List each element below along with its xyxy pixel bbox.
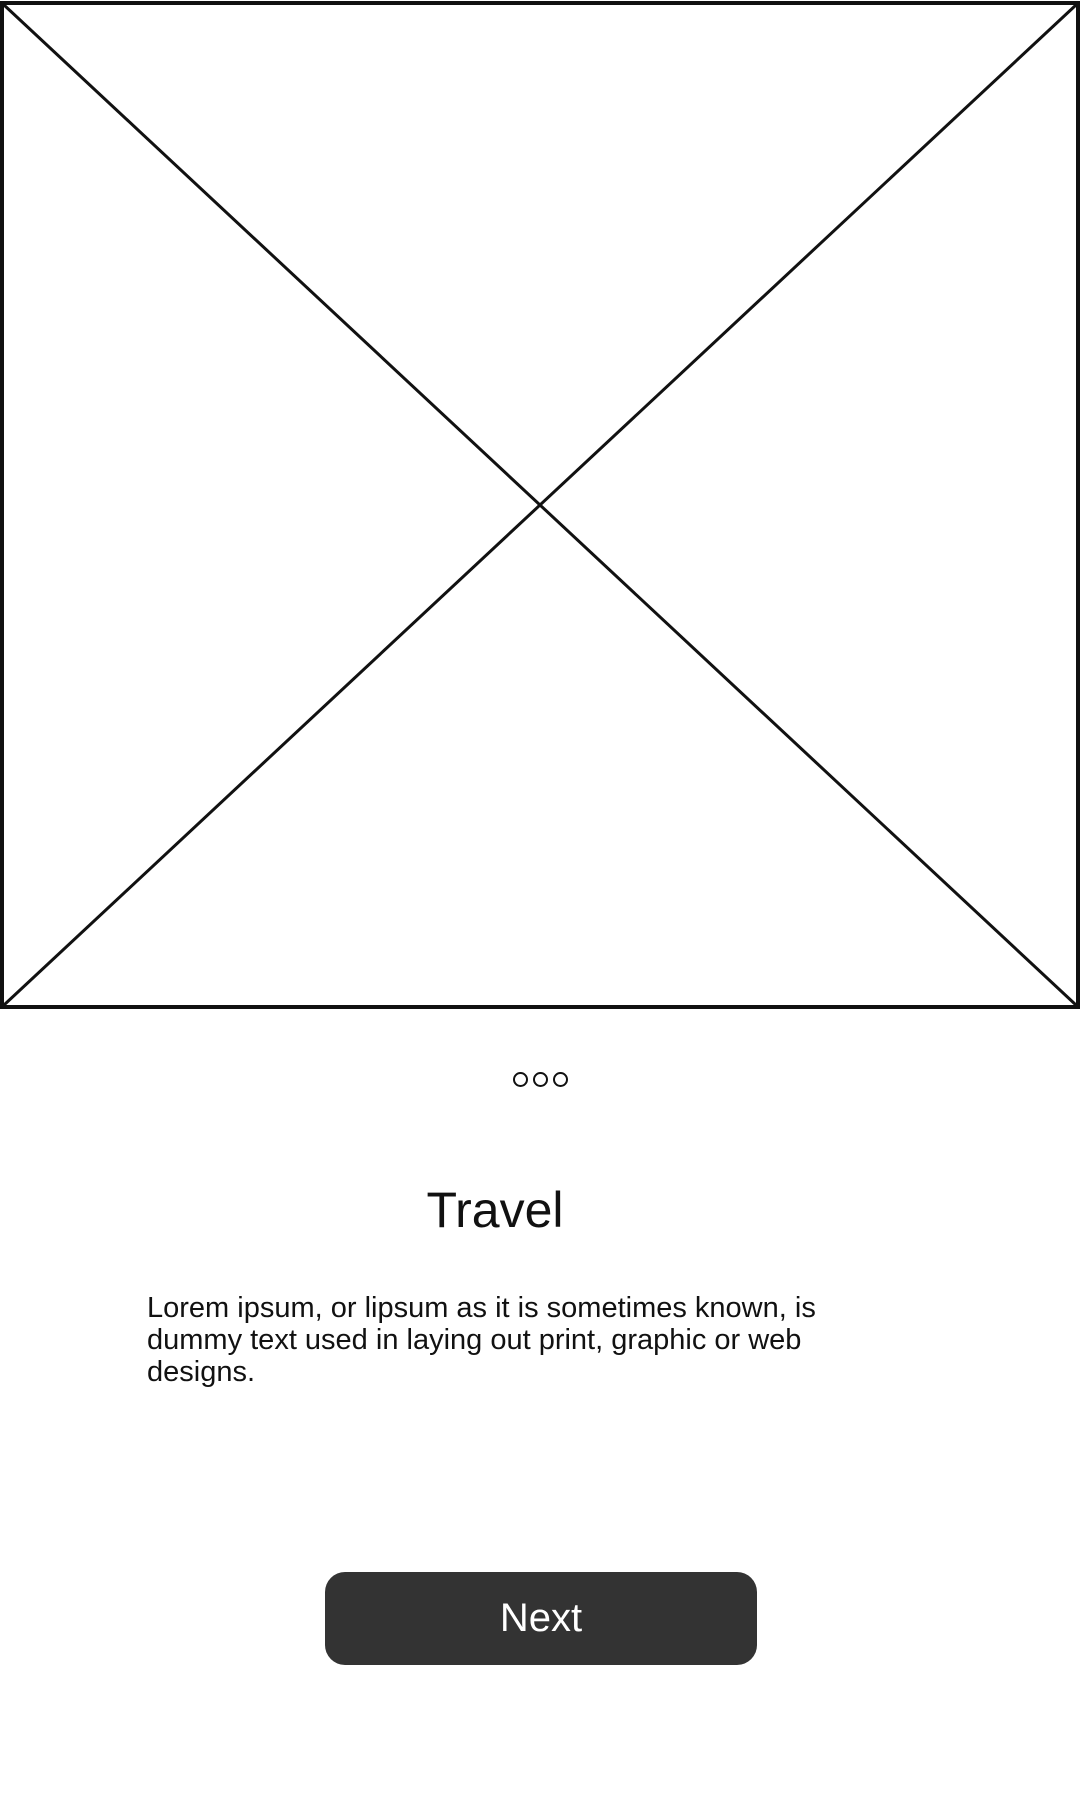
page-title: Travel — [426, 1182, 564, 1238]
image-placeholder-diagonal — [2, 3, 1078, 1007]
image-placeholder — [0, 1, 1080, 1009]
page-indicator — [0, 1068, 1080, 1090]
page-indicator-dot[interactable] — [532, 1071, 548, 1087]
next-button[interactable]: Next — [325, 1572, 757, 1665]
page-indicator-dot[interactable] — [552, 1071, 568, 1087]
page-description: Lorem ipsum, or lipsum as it is sometime… — [147, 1292, 816, 1388]
page-indicator-dot[interactable] — [512, 1071, 528, 1087]
image-placeholder-icon — [0, 1, 1080, 1009]
